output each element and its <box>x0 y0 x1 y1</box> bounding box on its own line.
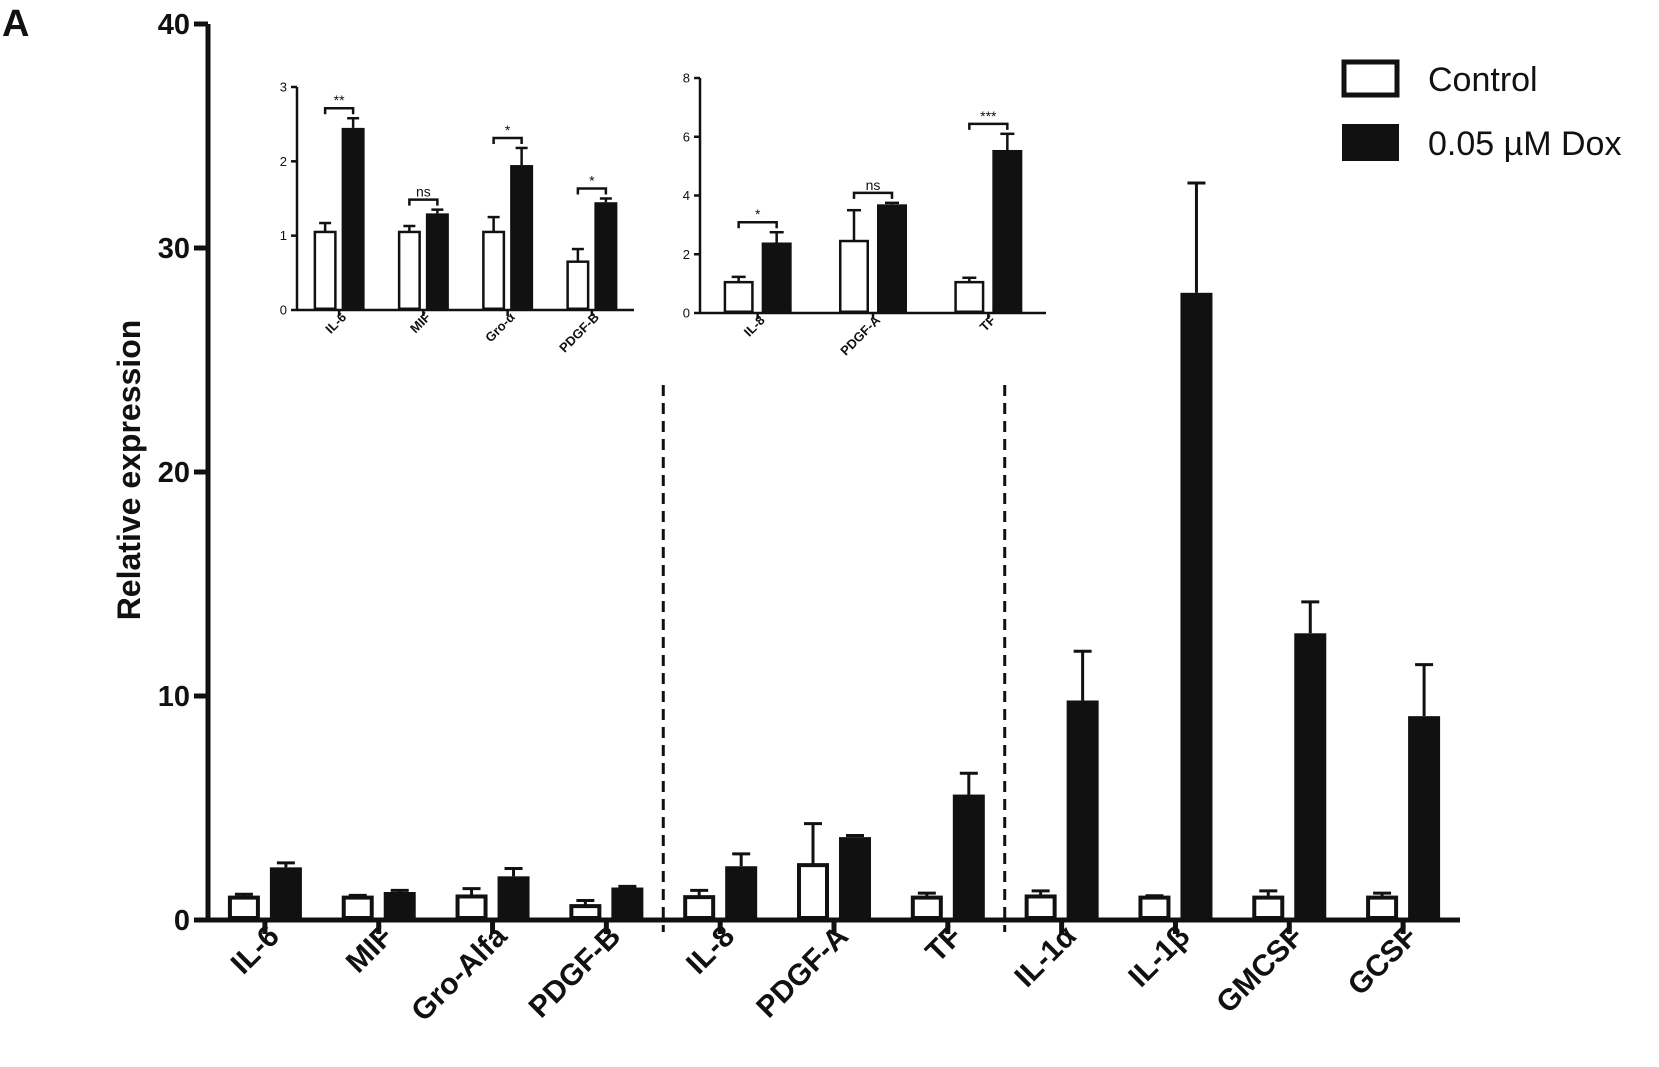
significance-label: * <box>755 206 761 222</box>
inset-y-tick-label: 0 <box>683 306 690 321</box>
bar-control <box>227 895 260 920</box>
category-label: IL-6 <box>225 920 286 981</box>
inset-bar-dox <box>992 149 1023 313</box>
inset-bar-dox <box>510 165 534 310</box>
significance-label: * <box>589 173 595 189</box>
inset-y-tick-label: 0 <box>280 303 287 318</box>
inset-bar-dox <box>877 204 907 313</box>
bar-control <box>455 894 488 920</box>
inset-y-tick-label: 3 <box>280 80 287 95</box>
bar-control <box>1252 895 1285 920</box>
inset-bar-control <box>954 280 985 313</box>
significance-label: * <box>505 122 511 138</box>
category-label: IL-1α <box>1008 919 1082 993</box>
inset-category-label: PDGF-A <box>837 312 883 358</box>
category-label: GMCSF <box>1210 920 1310 1020</box>
bar-control <box>910 895 943 920</box>
inset-bar-dox <box>425 213 449 310</box>
significance-bracket <box>408 198 439 206</box>
inset-bar-control <box>566 260 590 310</box>
significance-bracket <box>576 187 608 195</box>
significance-bracket <box>323 106 355 115</box>
bar-control <box>569 904 602 920</box>
inset-bar-control <box>839 239 869 313</box>
inset-category-label: IL-8 <box>741 313 768 340</box>
significance-label: ** <box>334 92 345 108</box>
inset-category-label: MIF <box>407 309 433 335</box>
bar-dox <box>1408 716 1441 920</box>
bar-dox <box>1180 292 1213 920</box>
significance-label: *** <box>980 108 997 124</box>
inset-y-tick-label: 2 <box>683 247 690 262</box>
category-label: PDGF-B <box>523 920 628 1025</box>
significance-label: ns <box>866 177 881 193</box>
bar-dox <box>611 887 644 920</box>
significance-bracket <box>852 191 894 199</box>
bar-control <box>1366 895 1399 920</box>
inset-bar-control <box>723 280 754 313</box>
significance-bracket <box>737 220 778 229</box>
panel-label: A <box>2 3 29 45</box>
inset-y-tick-label: 6 <box>683 129 690 144</box>
y-tick-label: 10 <box>158 681 190 713</box>
bar-dox <box>383 892 416 920</box>
category-label: TF <box>920 920 969 969</box>
bar-control <box>797 863 829 920</box>
inset-category-label: TF <box>977 312 999 334</box>
bar-control <box>683 895 716 920</box>
inset-y-tick-label: 8 <box>683 71 690 86</box>
bar-control <box>1024 894 1057 920</box>
category-label: Gro-Alfa <box>405 919 513 1027</box>
legend-label-control: Control <box>1428 61 1538 99</box>
category-label: IL-8 <box>680 920 741 981</box>
legend-label-dox: 0.05 µM Dox <box>1428 125 1621 163</box>
inset-chart-2: 0 2 4 6 8 IL-8 * PDGF-A ns TF *** <box>683 71 1046 358</box>
inset-bar-dox <box>594 202 618 310</box>
y-tick-label: 20 <box>158 457 190 489</box>
inset-bar-dox <box>341 127 365 310</box>
y-axis-label: Relative expression <box>111 320 147 621</box>
inset-bar-dox <box>761 242 792 313</box>
inset-category-label: PDGF-B <box>556 310 602 356</box>
bar-dox <box>952 794 985 920</box>
inset-y-tick-label: 2 <box>280 154 287 169</box>
category-label: GCSF <box>1342 920 1424 1002</box>
y-tick-label: 40 <box>158 9 190 41</box>
y-tick-label: 0 <box>174 905 190 937</box>
category-label: PDGF-A <box>750 920 855 1025</box>
inset-bar-control <box>313 230 337 310</box>
bar-control <box>1138 895 1171 920</box>
inset-bar-control <box>482 230 506 310</box>
legend-swatch-control <box>1341 59 1400 98</box>
inset-category-label: IL-6 <box>322 310 349 337</box>
inset-bar-control <box>397 230 421 310</box>
inset-category-label: Gro-α <box>482 310 518 346</box>
category-label: MIF <box>340 920 400 980</box>
legend-swatch-dox <box>1342 124 1399 161</box>
bar-dox <box>725 866 758 920</box>
inset-chart-1: 0 1 2 3 IL-6 ** MIF ns Gro-α * PDGF-B * <box>280 80 634 356</box>
inset-y-tick-label: 4 <box>683 188 690 203</box>
y-tick-label: 30 <box>158 233 190 265</box>
bar-dox <box>497 876 530 920</box>
bar-control <box>341 895 374 920</box>
category-label: IL-1β <box>1122 920 1196 994</box>
legend: Control 0.05 µM Dox <box>1341 59 1621 163</box>
bar-dox <box>1066 700 1099 920</box>
bar-dox <box>839 837 871 920</box>
significance-bracket <box>968 122 1009 130</box>
bar-dox <box>269 867 302 920</box>
inset-y-tick-label: 1 <box>280 228 287 243</box>
bar-dox <box>1294 633 1327 920</box>
significance-label: ns <box>416 184 431 200</box>
significance-bracket <box>492 136 523 144</box>
